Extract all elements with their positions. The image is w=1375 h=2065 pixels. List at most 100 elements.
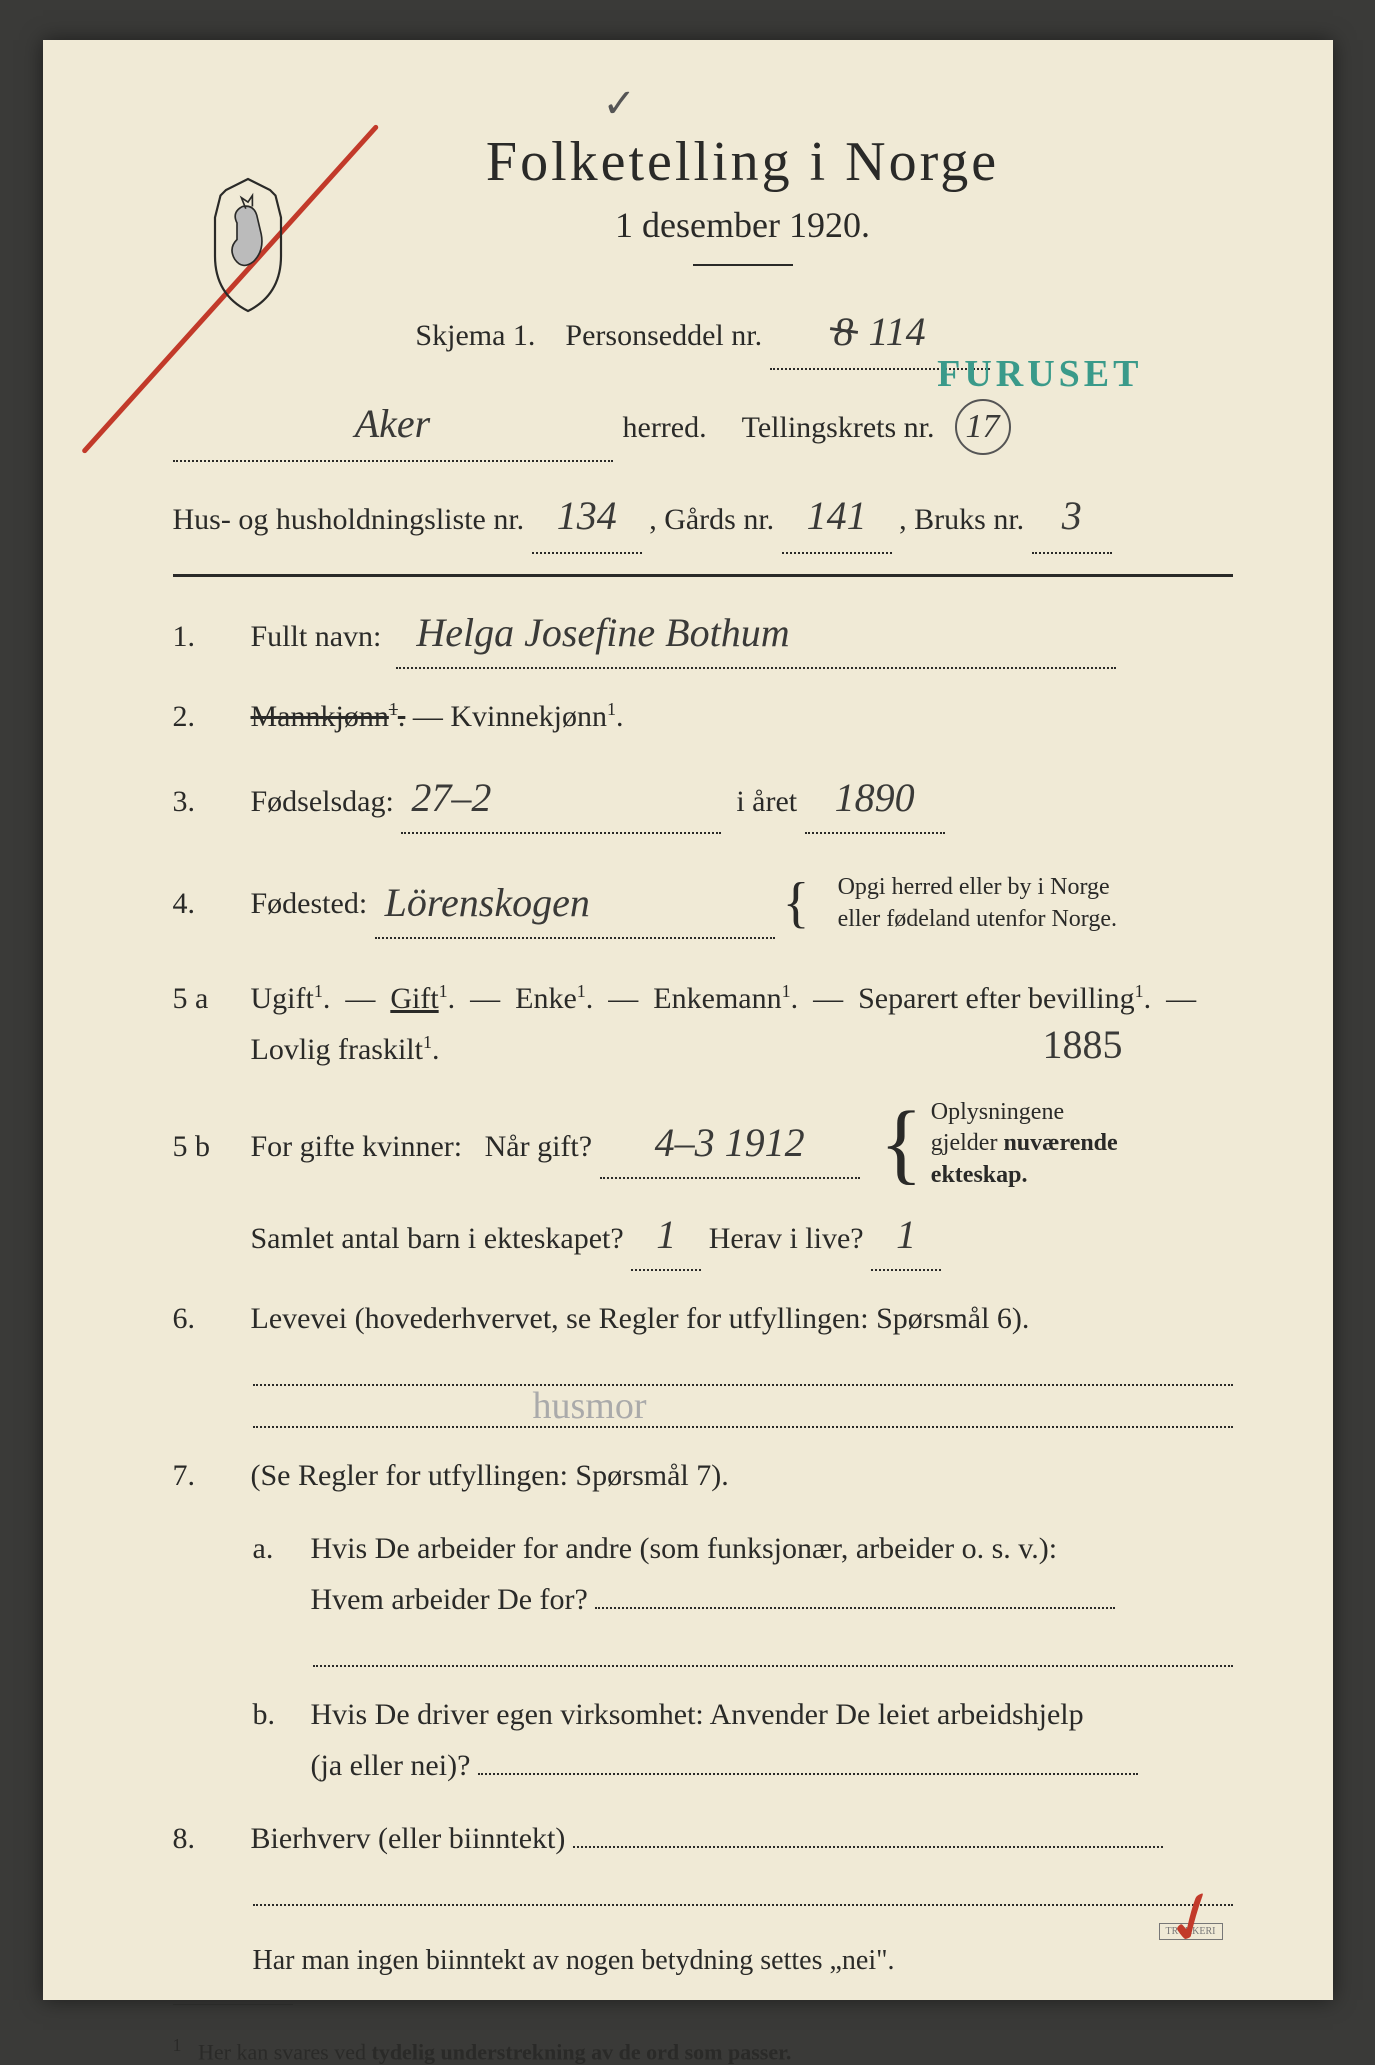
q5a-separert: Separert efter bevilling (858, 982, 1135, 1015)
q5b-label3: Samlet antal barn i ekteskapet? (251, 1222, 624, 1255)
q7a-label: a. (253, 1532, 293, 1566)
herred-label: herred. (623, 401, 707, 455)
skjema-line: Skjema 1. Personseddel nr. 8 114 FURUSET (173, 296, 1233, 370)
personseddel-nr: 114 (869, 309, 926, 354)
gards-label: , Gårds nr. (649, 503, 774, 536)
bracket-icon: { (783, 856, 810, 951)
q4-row: 4. Fødested: Lörenskogen { Opgi herred e… (173, 856, 1233, 951)
form-header: Folketelling i Norge 1 desember 1920. (253, 130, 1233, 266)
q7b-text2: (ja eller nei)? (311, 1749, 471, 1782)
q7b-row: b. Hvis De driver egen virksomhet: Anven… (253, 1689, 1233, 1791)
bruks-nr: 3 (1062, 493, 1082, 538)
q5a-row: 5 a Ugift1. — Gift1. — Enke1. — Enkemann… (173, 973, 1233, 1075)
q7a-text2: Hvem arbeider De for? (311, 1583, 588, 1616)
herred-value-field: Aker (173, 388, 613, 462)
q3-date: 27–2 (411, 775, 491, 820)
q6-blank-line-1 (253, 1384, 1233, 1386)
q7a-blank-line (313, 1665, 1233, 1667)
q3-year-label: i året (736, 785, 797, 818)
q3-year-field: 1890 (805, 764, 945, 834)
q1-field: Helga Josefine Bothum (396, 599, 1116, 669)
footnote-line: 1 Her kan svares ved tydelig understrekn… (173, 2035, 1233, 2065)
skjema-label: Skjema 1. (415, 319, 535, 352)
q7b-text1: Hvis De driver egen virksomhet: Anvender… (311, 1698, 1084, 1731)
q5b-label1: For gifte kvinner: (251, 1130, 463, 1163)
q8-label: Bierhverv (eller biinntekt) (251, 1822, 566, 1855)
bruks-label: , Bruks nr. (899, 503, 1024, 536)
q4-value: Lörenskogen (385, 880, 590, 925)
q7-label: (Se Regler for utfyllingen: Spørsmål 7). (251, 1459, 729, 1492)
q2-kvinne: Kvinnekjønn (450, 700, 607, 733)
herred-value: Aker (355, 401, 431, 446)
q8-row: 8. Bierhverv (eller biinntekt) (173, 1813, 1233, 1864)
section-divider-1 (173, 574, 1233, 577)
liste-nr: 134 (557, 493, 617, 538)
q3-row: 3. Fødselsdag: 27–2 i året 1890 (173, 764, 1233, 834)
liste-nr-field: 134 (532, 480, 642, 554)
q7-num: 7. (173, 1459, 233, 1493)
herred-line: Aker herred. Tellingskrets nr. 17 (173, 388, 1233, 462)
q2-num: 2. (173, 700, 233, 734)
q3-date-field: 27–2 (401, 764, 721, 834)
q5b-num: 5 b (173, 1130, 233, 1164)
q2-row: 2. Mannkjønn1. — Kvinnekjønn1. (173, 691, 1233, 742)
q5b-barn: 1 (656, 1212, 676, 1257)
q5b-label2: Når gift? (485, 1130, 592, 1163)
q1-label: Fullt navn: (251, 620, 382, 653)
q5b-date: 4–3 1912 (655, 1120, 805, 1165)
gards-nr-field: 141 (782, 480, 892, 554)
footer-text: Har man ingen biinntekt av nogen betydni… (253, 1936, 1233, 1986)
q2-mann: Mannkjønn (251, 700, 389, 733)
form-subtitle: 1 desember 1920. (253, 204, 1233, 246)
q6-num: 6. (173, 1302, 233, 1336)
q8-blank-line (253, 1904, 1233, 1906)
q5a-enkemann: Enkemann (653, 982, 781, 1015)
q5a-lovlig: Lovlig fraskilt (251, 1033, 423, 1066)
liste-label: Hus- og husholdningsliste nr. (173, 503, 525, 536)
q1-row: 1. Fullt navn: Helga Josefine Bothum (173, 599, 1233, 669)
q5a-gift: Gift (390, 982, 438, 1015)
q8-num: 8. (173, 1822, 233, 1856)
q3-num: 3. (173, 785, 233, 819)
q5b-barn-field: 1 (631, 1201, 701, 1271)
q5b-note: Oplysningene gjelder nuværende ekteskap. (931, 1097, 1118, 1191)
q5a-margin: 1885 (1043, 1021, 1123, 1068)
q5b-date-field: 4–3 1912 (600, 1109, 860, 1179)
header-divider (693, 264, 793, 266)
bracket-icon-2: { (880, 1121, 923, 1166)
q7a-row: a. Hvis De arbeider for andre (som funks… (253, 1523, 1233, 1625)
personseddel-label: Personseddel nr. (565, 319, 762, 352)
q8-field (573, 1846, 1163, 1848)
q1-value: Helga Josefine Bothum (416, 610, 789, 655)
q5a-enke: Enke (515, 982, 577, 1015)
q4-label: Fødested: (251, 878, 368, 929)
q4-num: 4. (173, 887, 233, 921)
q4-note: Opgi herred eller by i Norge eller fødel… (838, 872, 1117, 934)
q7b-field (478, 1773, 1138, 1775)
q4-field: Lörenskogen (375, 869, 775, 939)
footnote-num: 1 (173, 2035, 182, 2055)
personseddel-struck: 8 (834, 309, 854, 354)
census-form-page: ✓ Folketelling i Norge 1 desember 1920. … (43, 40, 1333, 2000)
q5b-live: 1 (896, 1212, 916, 1257)
q5a-num: 5 a (173, 982, 233, 1016)
q3-year: 1890 (835, 775, 915, 820)
q6-value: husmor (533, 1384, 647, 1428)
liste-line: Hus- og husholdningsliste nr. 134 , Gård… (173, 480, 1233, 554)
q7b-label: b. (253, 1698, 293, 1732)
q6-label: Levevei (hovederhvervet, se Regler for u… (251, 1302, 1030, 1335)
footnote-divider (173, 2004, 293, 2005)
q1-num: 1. (173, 620, 233, 654)
q6-row: 6. Levevei (hovederhvervet, se Regler fo… (173, 1293, 1233, 1344)
q3-label: Fødselsdag: (251, 785, 394, 818)
check-mark: ✓ (603, 80, 637, 127)
tellingskrets-nr: 17 (955, 399, 1011, 455)
q5a-ugift: Ugift (251, 982, 314, 1015)
q7-row: 7. (Se Regler for utfyllingen: Spørsmål … (173, 1450, 1233, 1501)
q6-value-line: husmor (253, 1426, 1233, 1428)
q7a-field (595, 1607, 1115, 1609)
bruks-nr-field: 3 (1032, 480, 1112, 554)
form-title: Folketelling i Norge (253, 130, 1233, 194)
tellingskrets-label: Tellingskrets nr. (742, 401, 935, 455)
q5b-label4: Herav i live? (709, 1222, 864, 1255)
